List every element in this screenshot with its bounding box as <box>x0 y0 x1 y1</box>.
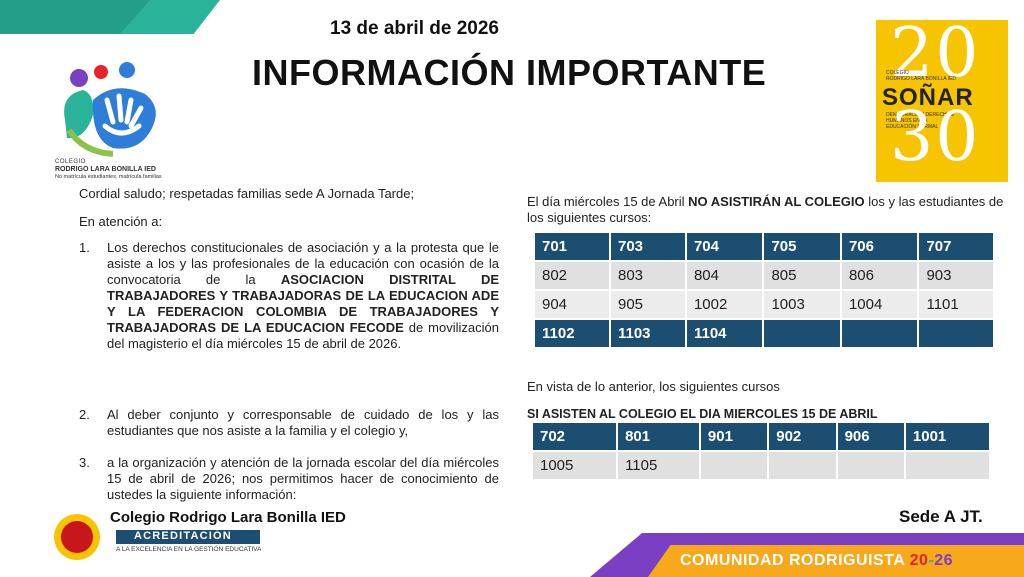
school-seal-inner-icon <box>61 521 93 553</box>
table-cell: 801 <box>616 421 701 452</box>
document-date: 13 de abril de 2026 <box>330 18 499 39</box>
table-row: 904 905 1002 1003 1004 1101 <box>533 289 995 320</box>
list-item: 3. a la organización y atención de la jo… <box>79 455 499 503</box>
table-cell: 1003 <box>762 289 842 320</box>
community-banner: COMUNIDAD RODRIGUISTA 20-26 <box>680 552 954 569</box>
table-cell <box>903 450 992 481</box>
check-icon: ✓ <box>116 528 127 543</box>
no-attend-notice: El día miércoles 15 de Abril NO ASISTIRÁ… <box>527 194 1004 225</box>
logo-text-colegio: COLEGIO <box>55 159 86 165</box>
corner-stripe-decoration-dark <box>0 0 150 34</box>
list-item: 2. Al deber conjunto y corresponsable de… <box>79 407 499 439</box>
school-name: Colegio Rodrigo Lara Bonilla IED <box>110 509 346 526</box>
sonar-badge: 20 COLEGIO RODRIGO LARA BONILLA IED SOÑA… <box>876 20 1008 182</box>
table-cell: 701 <box>533 231 611 262</box>
logo-text-tagline: No matrícula estudiantes, matrícula fami… <box>55 174 162 180</box>
table-cell <box>698 450 770 481</box>
table-cell <box>917 318 995 349</box>
badge-school-label: COLEGIO RODRIGO LARA BONILLA IED <box>886 70 957 82</box>
table-cell: 805 <box>762 260 842 291</box>
list-item-body: a la organización y atención de la jorna… <box>107 455 499 502</box>
list-item-number: 2. <box>79 407 90 422</box>
table-cell: 804 <box>684 260 765 291</box>
document-title: INFORMACIÓN IMPORTANTE <box>252 52 767 93</box>
list-item-number: 1. <box>79 240 90 255</box>
table-cell <box>839 318 920 349</box>
table-cell: 903 <box>917 260 995 291</box>
list-item-number: 3. <box>79 455 90 470</box>
attend-heading: SI ASISTEN AL COLEGIO EL DIA MIERCOLES 1… <box>527 407 878 421</box>
list-item-body: Los derechos constitucionales de asociac… <box>107 240 500 351</box>
sede-label: Sede A JT. <box>899 507 983 526</box>
table-cell: 902 <box>767 421 838 452</box>
table-row: 702 801 901 902 906 1001 <box>530 421 992 452</box>
view-text: En vista de lo anterior, los siguientes … <box>527 379 780 394</box>
table-cell: 802 <box>533 260 611 291</box>
table-row: 1005 1105 <box>530 450 992 481</box>
accreditation-label: ACREDITACIÓN <box>134 530 232 542</box>
table-row: 802 803 804 805 806 903 <box>533 260 995 291</box>
list-item: 1. Los derechos constitucionales de asoc… <box>79 240 499 352</box>
table-cell: 706 <box>839 231 920 262</box>
list-item-body: Al deber conjunto y corresponsable de cu… <box>107 407 499 438</box>
table-cell: 702 <box>530 421 619 452</box>
badge-subtitle: DEMOCRACIA Y DERECHOS HUMANOS EN LA EDUC… <box>886 112 954 130</box>
badge-year-bottom: 30 <box>890 98 981 177</box>
accreditation-bar <box>116 530 260 544</box>
badge-word: SOÑAR <box>882 84 974 111</box>
table-row: 701 703 704 705 706 707 <box>533 231 995 262</box>
table-cell: 707 <box>917 231 995 262</box>
table-cell <box>835 450 906 481</box>
table-cell <box>767 450 838 481</box>
table-cell: 704 <box>684 231 765 262</box>
table-cell: 1101 <box>917 289 995 320</box>
table-cell: 904 <box>533 289 611 320</box>
table-cell: 1103 <box>608 318 687 349</box>
footer-stripe-orange <box>648 545 1024 577</box>
school-logo-icon <box>64 62 156 157</box>
table-cell: 806 <box>839 260 920 291</box>
table-cell: 1102 <box>533 318 611 349</box>
accreditation-subtitle: A LA EXCELENCIA EN LA GESTIÓN EDUCATIVA <box>116 546 262 553</box>
table-cell: 906 <box>835 421 906 452</box>
table-cell <box>762 318 842 349</box>
no-attend-courses-table: 701 703 704 705 706 707 802 803 804 805 … <box>533 231 995 349</box>
badge-year-top: 20 <box>890 20 981 93</box>
logo-text-name: RODRIGO LARA BONILLA IED <box>55 166 156 173</box>
table-cell: 1105 <box>616 450 701 481</box>
greeting-text: Cordial saludo; respetadas familias sede… <box>79 186 415 201</box>
table-cell: 1104 <box>684 318 765 349</box>
table-cell: 901 <box>698 421 770 452</box>
table-row: 1102 1103 1104 <box>533 318 995 349</box>
attend-courses-table: 702 801 901 902 906 1001 1005 1105 <box>530 421 992 481</box>
table-cell: 803 <box>608 260 687 291</box>
table-cell: 705 <box>762 231 842 262</box>
table-cell: 1005 <box>530 450 619 481</box>
table-cell: 703 <box>608 231 687 262</box>
table-cell: 1001 <box>903 421 992 452</box>
table-cell: 905 <box>608 289 687 320</box>
table-cell: 1004 <box>839 289 920 320</box>
table-cell: 1002 <box>684 289 765 320</box>
intro-text: En atención a: <box>79 214 163 229</box>
